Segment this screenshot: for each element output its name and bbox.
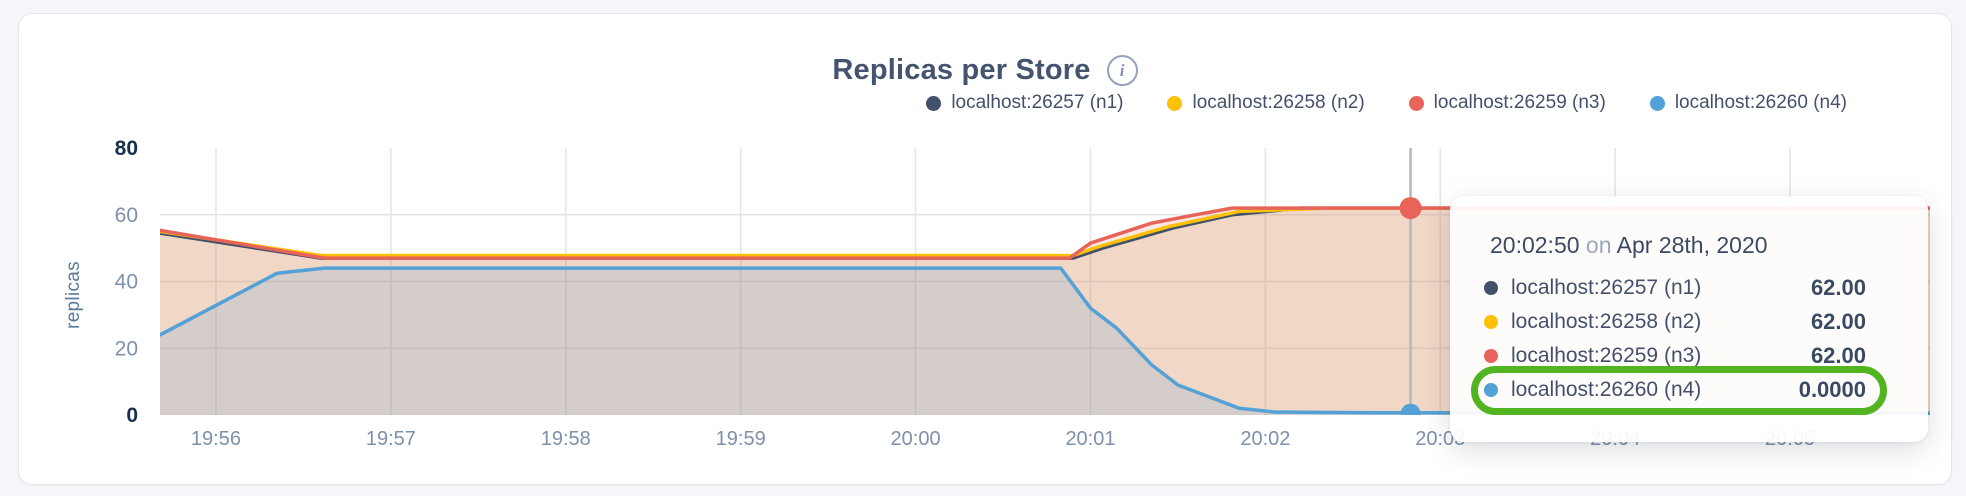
x-tick-label: 19:59 <box>716 428 766 450</box>
legend-item-n2[interactable]: localhost:26258 (n2) <box>1167 92 1365 114</box>
tooltip-rows: localhost:26257 (n1) 62.00 localhost:26258… <box>1471 271 1887 415</box>
series-line <box>160 206 1930 260</box>
legend-item-n3[interactable]: localhost:26259 (n3) <box>1408 92 1606 114</box>
tooltip-series-dot <box>1484 281 1498 295</box>
tooltip-row-n2: localhost:26258 (n2) 62.00 <box>1484 305 1866 339</box>
hover-marker <box>1400 403 1421 415</box>
tooltip-time: 20:02:50 <box>1490 232 1580 258</box>
tooltip-series-value: 62.00 <box>1810 343 1866 368</box>
x-tick-label: 19:56 <box>191 428 241 450</box>
tooltip-series-value: 0.0000 <box>1798 377 1866 402</box>
tooltip-series-label: localhost:26257 (n1) <box>1511 276 1702 299</box>
y-tick-label: 0 <box>126 404 138 427</box>
tooltip-row-n3: localhost:26259 (n3) 62.00 <box>1484 339 1866 373</box>
tooltip-row-n4: localhost:26260 (n4) 0.0000 <box>1471 366 1887 415</box>
legend-label: localhost:26260 (n4) <box>1674 92 1847 113</box>
y-tick-label: 80 <box>115 137 138 160</box>
legend-label: localhost:26259 (n3) <box>1433 92 1606 113</box>
legend-dot <box>1167 95 1183 111</box>
x-tick-label: 20:00 <box>891 428 941 450</box>
tooltip-series-value: 62.00 <box>1810 275 1866 300</box>
tooltip-series-dot <box>1484 315 1498 329</box>
tooltip-row-n1: localhost:26257 (n1) 62.00 <box>1484 271 1866 305</box>
chart-header: Replicas per Store i <box>19 54 1951 87</box>
series-line <box>160 266 1930 415</box>
tooltip-series-dot <box>1484 383 1498 397</box>
tooltip-conjunction: on <box>1585 232 1612 258</box>
hover-marker <box>1399 197 1422 220</box>
tooltip-series-dot <box>1484 349 1498 363</box>
tooltip-series-label: localhost:26260 (n4) <box>1511 378 1702 401</box>
x-tick-label: 19:58 <box>541 428 591 450</box>
y-tick-label: 60 <box>115 204 138 227</box>
tooltip-series-value: 62.00 <box>1810 309 1866 334</box>
y-tick-label: 20 <box>115 337 138 360</box>
legend-label: localhost:26257 (n1) <box>951 92 1124 113</box>
legend-dot <box>1408 95 1424 111</box>
info-icon[interactable]: i <box>1106 55 1138 86</box>
legend-item-n4[interactable]: localhost:26260 (n4) <box>1649 92 1847 114</box>
hover-tooltip: 20:02:50 on Apr 28th, 2020 localhost:262… <box>1450 196 1928 442</box>
tooltip-series-label: localhost:26258 (n2) <box>1511 310 1702 333</box>
x-tick-label: 20:02 <box>1240 428 1290 450</box>
tooltip-timestamp: 20:02:50 on Apr 28th, 2020 <box>1484 232 1866 259</box>
tooltip-date: Apr 28th, 2020 <box>1616 232 1768 258</box>
legend: localhost:26257 (n1) localhost:26258 (n2)… <box>926 92 1847 114</box>
x-tick-label: 20:01 <box>1065 428 1115 450</box>
legend-label: localhost:26258 (n2) <box>1192 92 1365 113</box>
legend-dot <box>1649 95 1665 111</box>
x-tick-label: 19:57 <box>366 428 416 450</box>
series-area <box>160 268 1930 415</box>
chart-title: Replicas per Store <box>832 54 1091 86</box>
tooltip-series-label: localhost:26259 (n3) <box>1511 344 1702 367</box>
y-tick-label: 40 <box>115 271 138 294</box>
legend-item-n1[interactable]: localhost:26257 (n1) <box>926 92 1123 114</box>
legend-dot <box>926 95 942 111</box>
